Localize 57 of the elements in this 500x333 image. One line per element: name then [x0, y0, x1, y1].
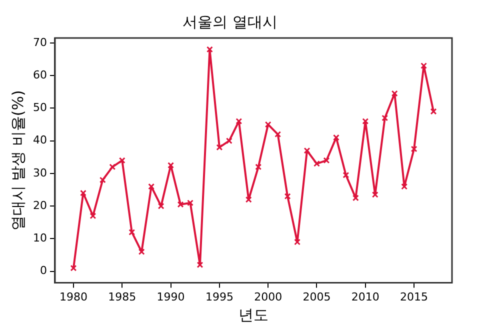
x-tick-label: 2005	[302, 290, 331, 304]
point	[206, 46, 213, 53]
x-axis-title: 년도	[238, 306, 268, 324]
point	[264, 121, 272, 128]
y-tick-label: 50	[32, 101, 47, 114]
point	[255, 164, 262, 170]
point	[410, 146, 418, 152]
point	[99, 176, 106, 184]
point	[372, 191, 378, 198]
point	[187, 200, 194, 206]
point	[158, 202, 164, 210]
point	[168, 162, 174, 169]
point	[196, 262, 204, 268]
point	[430, 108, 437, 115]
point	[236, 118, 242, 124]
point	[304, 147, 310, 154]
point	[128, 228, 136, 236]
point	[177, 201, 184, 208]
point	[226, 138, 232, 144]
point	[420, 62, 428, 69]
y-tick-label: 20	[32, 198, 47, 212]
point	[352, 194, 359, 202]
chart-title: 서울의 열대시	[182, 12, 278, 31]
y-axis-title: 열대시 발생 비율(%)	[8, 90, 27, 231]
point	[382, 114, 388, 122]
x-tick-label: 2015	[400, 290, 428, 304]
point	[294, 238, 301, 246]
y-tick-label: 70	[32, 36, 47, 49]
x-tick-label: 1990	[156, 290, 185, 304]
point	[138, 248, 145, 256]
y-tick-label: 60	[32, 68, 47, 82]
point	[148, 183, 155, 190]
point	[90, 212, 96, 220]
point	[314, 160, 320, 167]
point	[109, 164, 116, 170]
y-tick-label: 30	[32, 166, 47, 180]
point	[80, 190, 86, 196]
point	[216, 144, 223, 151]
point	[118, 157, 126, 164]
point	[391, 90, 398, 97]
point	[70, 264, 77, 272]
point	[362, 118, 369, 124]
y-tick-label: 10	[32, 232, 47, 245]
x-tick-label: 2000	[254, 290, 282, 304]
point	[401, 183, 408, 190]
point	[274, 131, 282, 138]
x-tick-label: 1995	[205, 290, 234, 304]
point	[332, 134, 340, 141]
x-tick-label: 1985	[108, 290, 136, 304]
x-tick-label: 2010	[351, 290, 380, 304]
point	[342, 172, 350, 178]
y-tick-label: 0	[40, 264, 47, 278]
y-tick-label: 40	[32, 134, 47, 147]
x-tick-label: 1980	[59, 290, 88, 304]
point	[245, 196, 252, 203]
point	[323, 157, 330, 164]
point	[284, 193, 291, 200]
